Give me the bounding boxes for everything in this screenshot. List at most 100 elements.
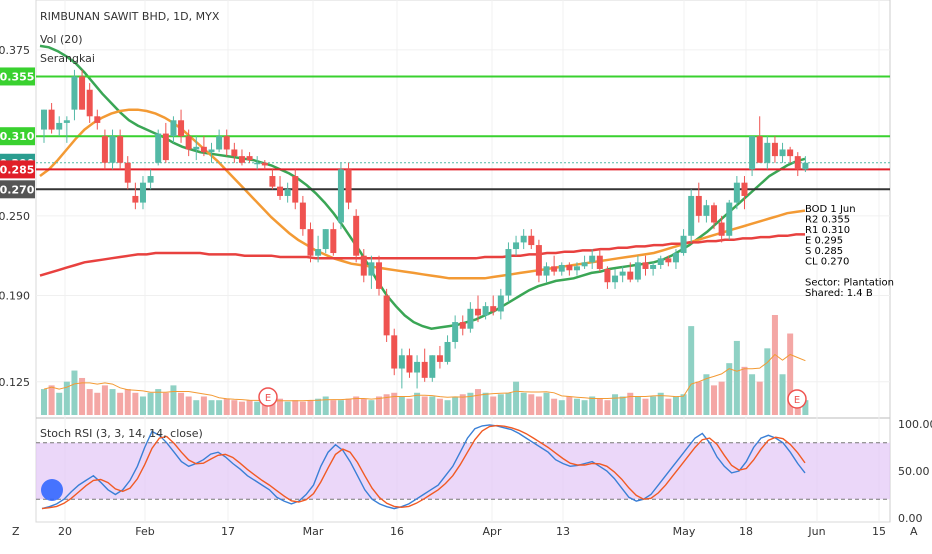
- candle-body: [360, 255, 367, 276]
- volume-bar: [254, 401, 261, 415]
- stoch-d-line: [41, 424, 806, 510]
- candle-body: [589, 255, 596, 263]
- side-annotation-line: Shared: 1.4 B: [805, 288, 873, 299]
- overlay-layer: RIMBUNAN SAWIT BHD, 1D, MYX Vol (20) Ser…: [12, 10, 918, 538]
- volume-layer: [41, 315, 809, 415]
- earnings-marker: [787, 389, 807, 409]
- date-tick-label: May: [673, 525, 696, 538]
- volume-bar: [322, 396, 329, 415]
- volume-indicator-label[interactable]: Vol (20): [40, 33, 83, 46]
- candle-body: [444, 341, 451, 362]
- stoch-k-line: [41, 424, 806, 510]
- candle-body: [657, 258, 664, 265]
- candle-body: [132, 195, 139, 203]
- volume-bar: [695, 381, 702, 415]
- candle-body: [48, 109, 55, 130]
- candle-body: [665, 258, 672, 263]
- tradingview-logo-icon: [41, 479, 63, 501]
- volume-bar: [787, 333, 794, 415]
- candle-body: [627, 271, 634, 280]
- candle-body: [124, 162, 131, 183]
- volume-bar: [482, 392, 489, 415]
- auto-scale-toggle[interactable]: A: [910, 525, 918, 538]
- volume-bar: [345, 398, 352, 415]
- candle-body: [513, 242, 520, 250]
- candle-body: [155, 133, 162, 163]
- candle-body: [246, 156, 253, 161]
- date-tick-label: 13: [556, 525, 570, 538]
- date-tick-label: Mar: [303, 525, 324, 538]
- volume-bar: [132, 392, 139, 415]
- volume-bar: [718, 381, 725, 415]
- candle-body: [337, 169, 344, 223]
- candle-body: [452, 322, 459, 342]
- candle-body: [277, 186, 284, 196]
- volume-bar: [490, 396, 497, 415]
- candle-body: [779, 149, 786, 157]
- volume-bar: [48, 385, 55, 415]
- candle-body: [490, 306, 497, 312]
- timezone-corner-label[interactable]: Z: [12, 525, 20, 538]
- volume-bar: [688, 326, 695, 415]
- volume-bar: [589, 396, 596, 415]
- stoch-rsi-title[interactable]: Stoch RSI (3, 3, 14, 14, close): [40, 427, 203, 440]
- date-tick-label: 18: [739, 525, 753, 538]
- candle-body: [642, 262, 649, 269]
- candle-body: [573, 266, 580, 271]
- volume-bar: [79, 377, 86, 415]
- candle-body: [543, 266, 550, 276]
- candle-body: [391, 335, 398, 369]
- candle-body: [71, 76, 78, 110]
- level-label-box: [0, 160, 35, 179]
- volume-bar: [337, 400, 344, 415]
- side-annotation-line: R2 0.355: [805, 215, 850, 226]
- candle-body: [79, 76, 86, 110]
- volume-bar: [368, 400, 375, 415]
- volume-bar: [680, 394, 687, 415]
- earnings-marker-label: E: [794, 395, 800, 406]
- side-annotation-line: E 0.295: [805, 236, 843, 247]
- ma-slow-line: [39, 233, 805, 277]
- volume-bar: [612, 394, 619, 415]
- volume-bar: [802, 400, 809, 415]
- volume-bar: [109, 389, 116, 415]
- volume-bar: [307, 400, 314, 415]
- date-tick-label: Feb: [135, 525, 154, 538]
- candle-body: [208, 149, 215, 153]
- volume-bar: [193, 400, 200, 415]
- level-label-text: 0.285: [0, 163, 34, 176]
- volume-bar: [642, 398, 649, 415]
- candle-body: [398, 355, 405, 369]
- volume-bar: [551, 398, 558, 415]
- candle-body: [330, 229, 337, 254]
- level-label-box: [0, 180, 35, 199]
- volume-bar: [573, 398, 580, 415]
- candle-body: [497, 295, 504, 312]
- candle-body: [170, 120, 177, 137]
- axis-layer: 20 Feb 17 Mar 16 Apr 13 May 18 Jun 15 0.375 0.250 0.1…: [0, 44, 932, 538]
- candle-body: [756, 136, 763, 163]
- volume-bar: [170, 385, 177, 415]
- candle-body: [299, 202, 306, 230]
- candle-body: [254, 162, 261, 165]
- candle-body: [787, 149, 794, 157]
- level-label-text: 0.270: [0, 183, 35, 196]
- side-annotation-line: CL 0.270: [805, 257, 849, 268]
- candle-body: [718, 222, 725, 236]
- candle-body: [474, 308, 481, 316]
- volume-bar: [277, 398, 284, 415]
- candle-body: [634, 262, 641, 280]
- side-annotation-line: BOD 1 Jun: [805, 204, 856, 215]
- volume-bar: [665, 398, 672, 415]
- volume-bar: [711, 385, 718, 415]
- candle-body: [558, 264, 565, 272]
- candle-body: [650, 264, 657, 269]
- candle-body: [322, 229, 329, 250]
- volume-bar: [139, 396, 146, 415]
- candle-body: [429, 355, 436, 378]
- serangkai-indicator-label[interactable]: Serangkai: [40, 52, 95, 65]
- candle-body: [41, 109, 47, 130]
- candle-body: [117, 136, 124, 163]
- volume-bar: [558, 400, 565, 415]
